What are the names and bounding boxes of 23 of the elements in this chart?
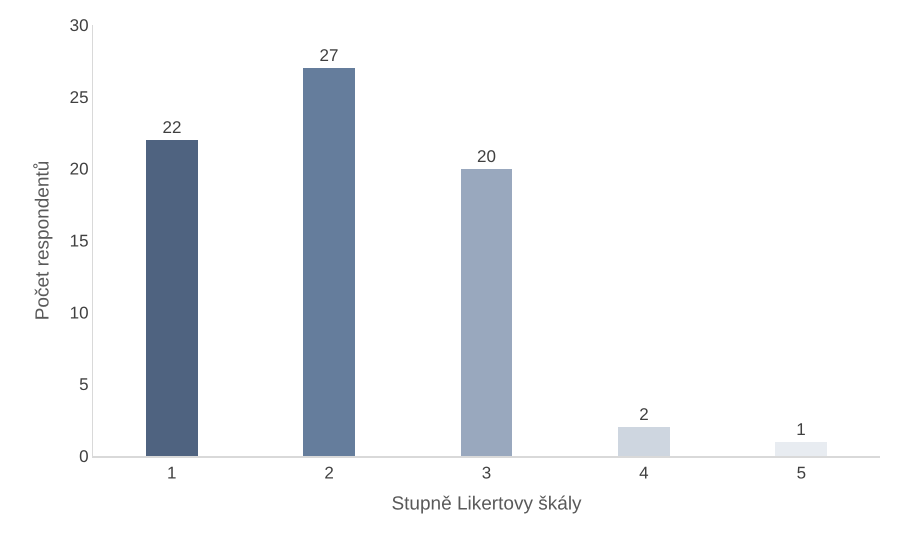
data-label: 20 (477, 147, 496, 166)
y-tick-label: 15 (70, 231, 89, 250)
data-label: 2 (639, 405, 649, 424)
x-tick-label: 1 (166, 463, 176, 482)
x-tick-label: 5 (796, 463, 806, 482)
data-label: 1 (796, 420, 806, 439)
y-tick-label: 5 (79, 375, 89, 394)
bar (303, 68, 355, 456)
x-tick-label: 2 (324, 463, 334, 482)
y-tick-label: 0 (79, 446, 89, 466)
bar (461, 169, 512, 456)
x-tick-label: 3 (482, 463, 492, 482)
y-tick-label: 10 (70, 303, 89, 322)
y-tick-label: 30 (70, 16, 89, 35)
bar (775, 442, 827, 456)
y-axis-title: Počet respondentů (32, 160, 54, 320)
bar (146, 140, 198, 456)
data-label: 27 (320, 46, 338, 65)
y-tick-label: 25 (70, 88, 89, 107)
y-tick-label: 20 (70, 160, 89, 179)
x-axis-title: Stupně Likertovy škály (391, 494, 582, 515)
data-label: 22 (162, 118, 182, 137)
x-tick-label: 4 (639, 463, 649, 482)
